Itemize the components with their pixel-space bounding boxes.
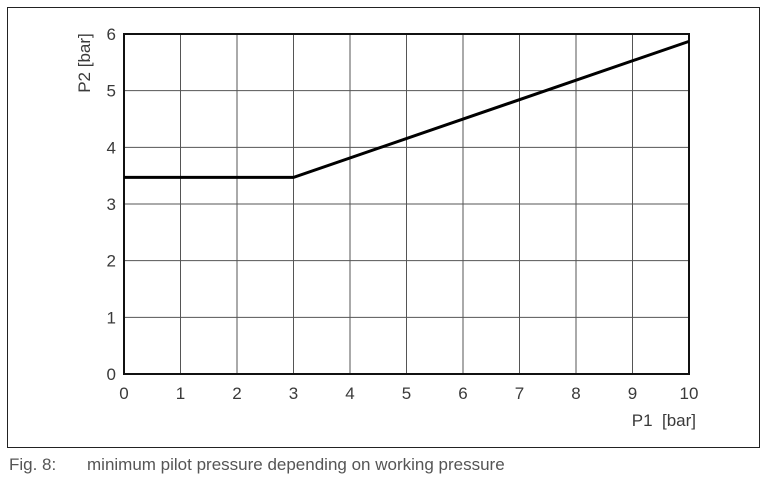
x-tick-label: 1 (176, 384, 185, 403)
x-tick-label: 3 (289, 384, 298, 403)
x-tick-label: 8 (571, 384, 580, 403)
y-tick-label: 4 (107, 138, 116, 157)
y-tick-labels: 0 1 2 3 4 5 6 (107, 25, 116, 384)
y-tick-label: 2 (107, 252, 116, 271)
y-tick-label: 5 (107, 82, 116, 101)
x-tick-label: 10 (680, 384, 699, 403)
data-line (124, 39, 690, 179)
figure-caption: Fig. 8: minimum pilot pressure depending … (9, 455, 505, 475)
x-tick-labels: 0 1 2 3 4 5 6 7 8 9 10 (119, 384, 698, 403)
y-tick-label: 6 (107, 25, 116, 44)
caption-number: Fig. 8: (9, 455, 57, 474)
x-tick-label: 2 (232, 384, 241, 403)
x-tick-label: 0 (119, 384, 128, 403)
y-axis-label: P2 [bar] (75, 33, 94, 93)
caption-text: minimum pilot pressure depending on work… (87, 455, 505, 474)
x-tick-label: 5 (402, 384, 411, 403)
x-axis-label: P1 [bar] (632, 411, 696, 430)
x-tick-label: 7 (515, 384, 524, 403)
y-tick-label: 0 (107, 365, 116, 384)
figure-frame (7, 7, 760, 448)
x-tick-label: 4 (345, 384, 354, 403)
x-tick-label: 6 (458, 384, 467, 403)
y-tick-label: 3 (107, 195, 116, 214)
x-tick-label: 9 (628, 384, 637, 403)
y-tick-label: 1 (107, 308, 116, 327)
grid-lines (123, 33, 690, 375)
plot-border (123, 33, 690, 375)
